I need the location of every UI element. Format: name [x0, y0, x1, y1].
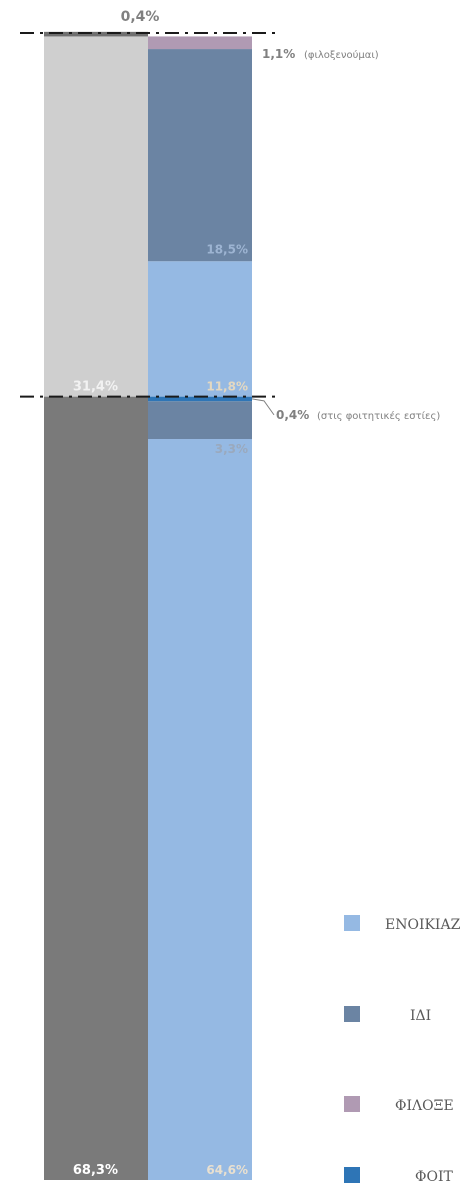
bar-segment-seg_c: [44, 31, 148, 37]
legend-label-1: ΕΝΟΙΚΙΑΖ: [385, 917, 461, 933]
legend-label-4: ΦΟΙΤ: [415, 1169, 453, 1185]
legend-swatch-1: [344, 915, 360, 931]
annotation-filoxenia-value: 1,1%: [262, 47, 295, 61]
bar-segment-foitites_1: [148, 396, 252, 402]
annotation-foitites-note: (στις φοιτητικές εστίες): [317, 410, 440, 422]
bar-segment-seg_b: [44, 36, 148, 397]
data-label-enoikiazo_2: 11,8%: [206, 380, 248, 394]
bar-segment-seg_a: [44, 396, 148, 1180]
data-label-idio_1: 3,3%: [215, 442, 248, 456]
bar-segment-enoikiazo_1: [148, 439, 252, 1181]
legend-swatch-4: [344, 1167, 360, 1183]
legend-swatch-3: [344, 1096, 360, 1112]
bar-segment-enoikiazo_2: [148, 261, 252, 397]
data-label-seg_b: 31,4%: [73, 380, 118, 395]
bar-segment-filoxenia: [148, 36, 252, 50]
data-label-seg_a: 68,3%: [73, 1163, 118, 1178]
annotation-filoxenia-note: (φιλοξενούμαι): [304, 49, 379, 61]
annotation-foitites-value: 0,4%: [276, 408, 309, 422]
bar-segment-idio_1: [148, 401, 252, 440]
data-label-idio_2: 18,5%: [206, 242, 248, 256]
bar-segment-idio_2: [148, 49, 252, 262]
data-label-seg_c: 0,4%: [121, 9, 160, 25]
legend-label-3: ΦΙΛΟΞΕ: [395, 1098, 454, 1114]
data-label-enoikiazo_1: 64,6%: [206, 1163, 248, 1177]
legend-label-2: ΙΔΙ: [410, 1008, 431, 1024]
legend-swatch-2: [344, 1006, 360, 1022]
annotation-foitites-leader: [251, 398, 275, 416]
